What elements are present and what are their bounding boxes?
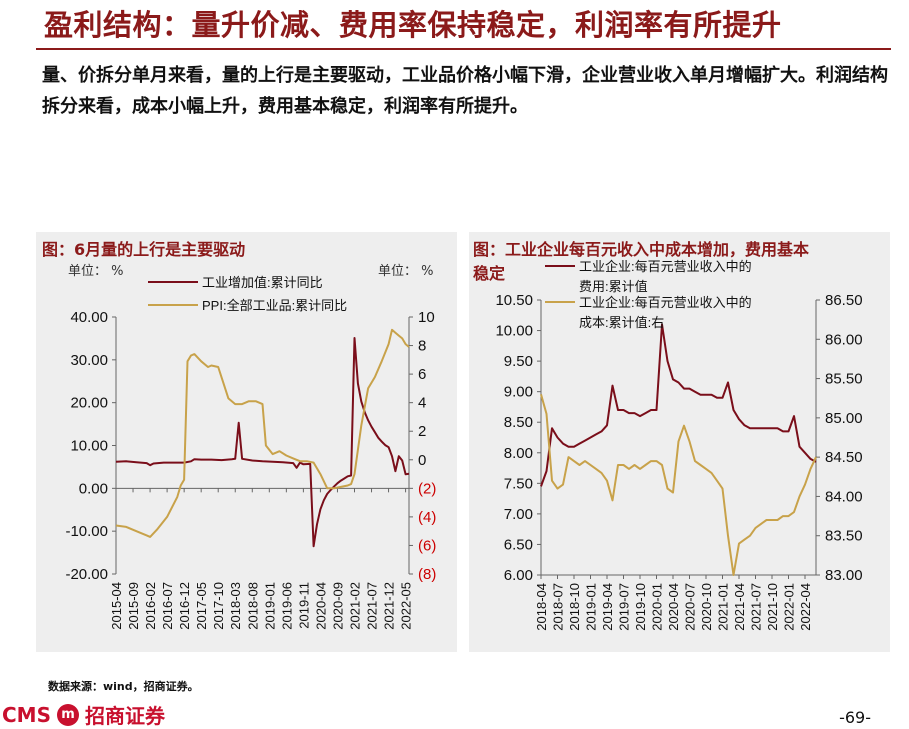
x-tick-label: 2019-04 <box>600 583 615 631</box>
x-tick-label: 2021-02 <box>347 582 362 630</box>
x-tick-label: 2020-01 <box>650 583 665 631</box>
x-tick-label: 2022-01 <box>782 583 797 631</box>
y-tick-label-left: 20.00 <box>70 395 108 412</box>
logo-cn-text: 招商证券 <box>84 704 165 728</box>
series-line <box>115 337 410 548</box>
x-tick-label: 2019-01 <box>262 582 277 630</box>
unit-label-right-axis: 单位： % <box>378 264 434 279</box>
x-tick-label: 2021-07 <box>365 582 380 630</box>
x-tick-label: 2018-07 <box>551 583 566 631</box>
y-tick-label-right: 84.50 <box>825 449 863 466</box>
y-tick-label-right: 86.00 <box>825 331 863 348</box>
x-tick-label: 2021-12 <box>382 582 397 630</box>
chart-left-svg: 40.00 30.00 20.00 10.00 0.00 -10.00 -20.00 10 8 6… <box>65 275 436 630</box>
x-tick-label: 2017-05 <box>194 582 209 630</box>
legend-label: 工业企业:每百元营业收入中的 <box>579 295 752 310</box>
chart-panel-left: 图：6月量的上行是主要驱动 单位： % 单位： % 40.00 30.00 20.0… <box>36 232 457 652</box>
chart-title-left: 图：6月量的上行是主要驱动 <box>42 240 246 259</box>
x-tick-label: 2020-04 <box>666 583 681 631</box>
y-tick-label-right: (8) <box>418 566 436 583</box>
series-line <box>115 328 410 538</box>
x-tick-label: 2019-07 <box>617 583 632 631</box>
x-tick-label: 2018-10 <box>567 583 582 631</box>
y-tick-label-left: 6.00 <box>504 567 533 584</box>
legend-label: 费用:累计值 <box>579 279 648 294</box>
series-line <box>540 394 817 576</box>
y-tick-label-right: 83.00 <box>825 567 863 584</box>
y-tick-label-right: 83.50 <box>825 528 863 545</box>
y-tick-label-right: 10 <box>418 309 435 326</box>
y-tick-label-right: 86.50 <box>825 292 863 309</box>
y-tick-label-left: 7.00 <box>504 506 533 523</box>
chart-title-right-line2: 稳定 <box>473 264 506 283</box>
legend-label: 成本:累计值:右 <box>579 315 664 330</box>
x-tick-label: 2017-10 <box>211 582 226 630</box>
x-tick-label: 2016-07 <box>160 582 175 630</box>
legend-label: PPI:全部工业品:累计同比 <box>202 298 347 313</box>
legend-label: 工业企业:每百元营业收入中的 <box>579 259 752 274</box>
company-logo: CMS m 招商证券 <box>2 700 165 729</box>
x-tick-label: 2018-04 <box>534 583 549 631</box>
page-number: -69- <box>839 708 871 727</box>
page-title: 盈利结构：量升价减、费用率保持稳定，利润率有所提升 <box>44 8 782 42</box>
title-divider <box>36 48 891 50</box>
chart-title-right-line1: 图：工业企业每百元收入中成本增加，费用基本 <box>473 240 810 259</box>
legend-label: 工业增加值:累计同比 <box>202 275 323 290</box>
x-tick-label: 2021-07 <box>749 583 764 631</box>
y-tick-label-right: 8 <box>418 338 426 355</box>
y-tick-label-right: 4 <box>418 395 426 412</box>
y-tick-label-right: 0 <box>418 452 426 469</box>
y-tick-label-left: 8.50 <box>504 414 533 431</box>
y-tick-label-left: 6.50 <box>504 536 533 553</box>
y-tick-label-left: 9.00 <box>504 384 533 401</box>
x-tick-label: 2020-10 <box>699 583 714 631</box>
x-tick-label: 2018-08 <box>245 582 260 630</box>
logo-cms-text: CMS <box>2 702 51 727</box>
x-tick-label: 2018-03 <box>228 582 243 630</box>
y-tick-label-right: 6 <box>418 366 426 383</box>
y-tick-label-left: 8.00 <box>504 445 533 462</box>
y-tick-label-right: (6) <box>418 537 436 554</box>
y-tick-label-left: 7.50 <box>504 475 533 492</box>
x-tick-label: 2020-04 <box>313 582 328 630</box>
x-tick-label: 2021-04 <box>732 583 747 631</box>
y-tick-label-left: -20.00 <box>65 566 108 583</box>
y-tick-label-left: 40.00 <box>70 309 108 326</box>
y-tick-label-left: 0.00 <box>79 480 108 497</box>
x-tick-label: 2015-04 <box>109 582 124 630</box>
series-line <box>540 323 817 487</box>
y-tick-label-left: 10.00 <box>495 323 533 340</box>
x-tick-label: 2019-11 <box>296 582 311 629</box>
logo-emblem-icon: m <box>56 703 79 726</box>
data-source: 数据来源：wind，招商证券。 <box>48 680 199 693</box>
y-tick-label-left: 9.50 <box>504 353 533 370</box>
x-tick-label: 2019-10 <box>633 583 648 631</box>
unit-label-left-axis: 单位： % <box>68 264 124 279</box>
y-tick-label-left: 10.00 <box>70 438 108 455</box>
y-tick-label-right: 84.00 <box>825 488 863 505</box>
summary-text: 量、价拆分单月来看，量的上行是主要驱动，工业品价格小幅下滑，企业营业收入单月增幅… <box>42 65 888 117</box>
chart-panel-right: 图：工业企业每百元收入中成本增加，费用基本 稳定 10.50 10.00 9.50 9… <box>469 232 890 652</box>
y-tick-label-right: (2) <box>418 480 436 497</box>
x-tick-label: 2015-09 <box>126 582 141 630</box>
y-tick-label-left: -10.00 <box>65 523 108 540</box>
x-tick-label: 2016-12 <box>177 582 192 630</box>
x-tick-label: 2016-02 <box>143 582 158 630</box>
y-tick-label-right: 85.50 <box>825 371 863 388</box>
y-tick-label-right: 2 <box>418 423 426 440</box>
x-tick-label: 2021-01 <box>716 583 731 631</box>
x-tick-label: 2019-01 <box>584 583 599 631</box>
x-tick-label: 2019-06 <box>279 582 294 630</box>
chart-right-svg: 10.50 10.00 9.50 9.00 8.50 8.00 7.50 7.00 6.50 6.… <box>495 259 863 631</box>
x-tick-label: 2020-09 <box>330 582 345 630</box>
y-tick-label-left: 10.50 <box>495 292 533 309</box>
y-tick-label-right: (4) <box>418 509 436 526</box>
x-tick-label: 2022-04 <box>798 583 813 631</box>
y-tick-label-right: 85.00 <box>825 410 863 427</box>
x-tick-label: 2022-05 <box>399 582 414 630</box>
x-tick-label: 2020-07 <box>683 583 698 631</box>
x-tick-label: 2021-10 <box>765 583 780 631</box>
y-tick-label-left: 30.00 <box>70 352 108 369</box>
